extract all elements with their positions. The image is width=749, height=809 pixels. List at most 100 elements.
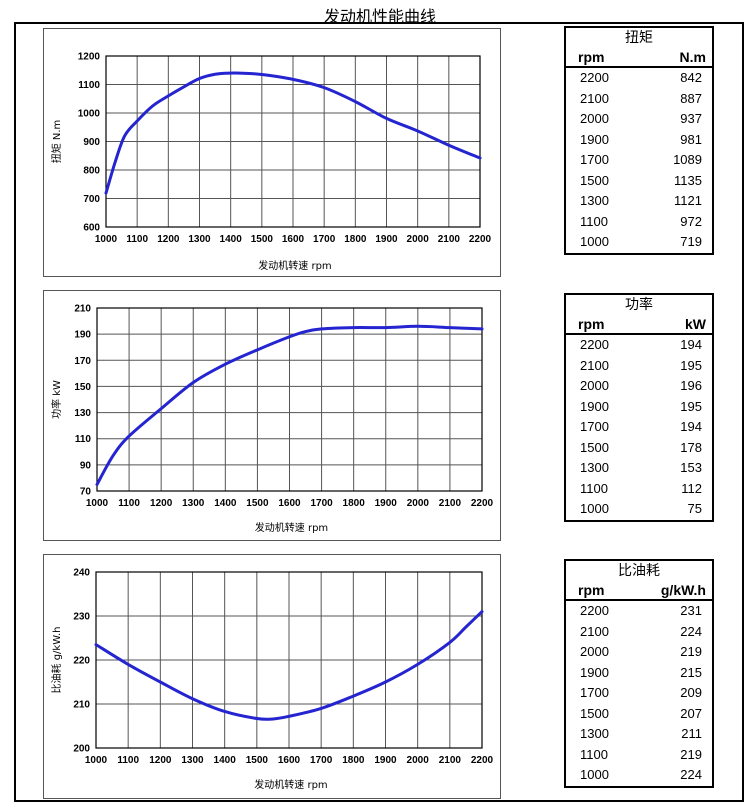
- x-tick-label: 1900: [375, 234, 398, 245]
- table-row: 2100 195: [566, 356, 712, 377]
- cell-rpm: 1100: [580, 746, 608, 762]
- plot-border: [96, 307, 483, 492]
- table-row: 2100 224: [566, 622, 712, 643]
- table-row: 2200 842: [566, 68, 712, 89]
- table-header: rpm kW: [566, 315, 712, 335]
- cell-value: 224: [680, 623, 702, 639]
- x-tick-label: 1300: [181, 755, 204, 766]
- table-row: 1000 719: [566, 232, 712, 253]
- table-row: 1300 211: [566, 724, 712, 745]
- cell-rpm: 2100: [580, 357, 609, 373]
- table-rows: 2200 231 2100 224 2000 219 1900 215 1700 209 1500 2…: [566, 601, 712, 786]
- fuel-consumption-chart: 1000 1100 1200 1300 1400 1500 1600 1700 1800 1900…: [43, 554, 501, 799]
- table-header: rpm g/kW.h: [566, 581, 712, 601]
- cell-rpm: 1000: [580, 767, 609, 782]
- cell-rpm: 2200: [580, 70, 609, 85]
- y-tick-label: 200: [73, 744, 90, 755]
- cell-rpm: 1300: [580, 726, 609, 741]
- cell-rpm: 1900: [580, 398, 609, 414]
- column-header-value: g/kW.h: [660, 582, 706, 598]
- x-tick-label: 1400: [220, 234, 243, 245]
- cell-rpm: 1300: [580, 460, 609, 475]
- y-tick-label: 240: [73, 568, 90, 579]
- cell-rpm: 1100: [580, 480, 608, 496]
- cell-value: 211: [681, 726, 702, 741]
- y-tick-label: 150: [74, 382, 91, 393]
- column-header-rpm: rpm: [578, 49, 605, 65]
- table-row: 2200 194: [566, 335, 712, 356]
- cell-rpm: 2000: [580, 111, 609, 126]
- x-tick-label: 1100: [118, 498, 140, 509]
- x-tick-label: 1100: [126, 234, 148, 245]
- table-row: 2200 231: [566, 601, 712, 622]
- x-tick-label: 1600: [278, 755, 301, 766]
- table-row: 2000 196: [566, 376, 712, 397]
- x-tick-label: 1500: [246, 498, 269, 509]
- x-tick-label: 1900: [374, 755, 397, 766]
- series-line: [95, 324, 484, 486]
- y-tick-label: 210: [74, 304, 91, 315]
- table-row: 2000 937: [566, 109, 712, 130]
- table-row: 1100 112: [566, 479, 712, 500]
- cell-value: 887: [680, 90, 702, 106]
- power-table: 功率 rpm kW 2200 194 2100 195 2000 196 1900 195 17…: [564, 293, 714, 522]
- y-tick-label: 130: [74, 408, 91, 419]
- fuel-consumption-table: 比油耗 rpm g/kW.h 2200 231 2100 224 2000 219 1900…: [564, 559, 714, 788]
- x-tick-label: 2000: [407, 755, 430, 766]
- x-tick-label: 1900: [375, 498, 398, 509]
- x-tick-label: 1400: [214, 755, 237, 766]
- torque-chart: 1000 1100 1200 1300 1400 1500 1600 1700 1800 1900…: [43, 28, 501, 277]
- table-title: 比油耗: [618, 563, 660, 579]
- power-chart: 1000 1100 1200 1300 1400 1500 1600 1700 1800 1900…: [43, 290, 501, 541]
- x-tick-label: 1800: [342, 755, 365, 766]
- cell-rpm: 1000: [580, 234, 609, 249]
- table-row: 1700 194: [566, 417, 712, 438]
- torque-table: 扭矩 rpm N.m 2200 842 2100 887 2000 937 1900 981 1…: [564, 26, 714, 255]
- x-tick-label: 2100: [439, 755, 462, 766]
- x-tick-label: 1200: [157, 234, 180, 245]
- cell-value: 1089: [673, 152, 702, 167]
- table-row: 1700 1089: [566, 150, 712, 171]
- cell-value: 196: [680, 378, 702, 393]
- table-row: 1500 207: [566, 704, 712, 725]
- x-tick-label: 2200: [471, 498, 494, 509]
- table-title: 功率: [625, 297, 653, 313]
- x-tick-label: 2000: [407, 498, 430, 509]
- table-row: 1100 972: [566, 212, 712, 233]
- table-row: 1300 153: [566, 458, 712, 479]
- cell-value: 194: [680, 337, 702, 352]
- outer-frame: [14, 22, 744, 802]
- x-tick-label: 2000: [407, 234, 430, 245]
- series-line: [94, 610, 484, 721]
- y-tick-label: 190: [74, 330, 91, 341]
- cell-value: 224: [680, 767, 702, 782]
- y-tick-label: 90: [80, 460, 92, 471]
- table-row: 1500 178: [566, 438, 712, 459]
- cell-value: 195: [680, 398, 702, 414]
- cell-rpm: 1500: [580, 439, 609, 455]
- cell-value: 75: [687, 501, 702, 516]
- power-chart-svg: 1000 1100 1200 1300 1400 1500 1600 1700 1800 1900…: [50, 304, 494, 535]
- plot-border: [105, 55, 481, 228]
- cell-value: 194: [680, 419, 702, 434]
- y-tick-label: 900: [83, 137, 100, 148]
- cell-rpm: 2000: [580, 644, 609, 659]
- x-tick-label: 1800: [343, 498, 366, 509]
- column-header-value: N.m: [679, 49, 706, 65]
- y-tick-label: 1200: [78, 52, 101, 63]
- table-row: 1300 1121: [566, 191, 712, 212]
- cell-rpm: 1900: [580, 131, 609, 147]
- table-row: 1700 209: [566, 683, 712, 704]
- cell-rpm: 2100: [580, 90, 609, 106]
- table-row: 1500 1135: [566, 171, 712, 192]
- table-row: 1900 195: [566, 397, 712, 418]
- y-tick-label: 1100: [78, 80, 100, 91]
- x-axis-label: 发动机转速 rpm: [255, 521, 328, 534]
- x-tick-label: 1200: [149, 755, 172, 766]
- cell-rpm: 1100: [580, 213, 608, 229]
- cell-value: 972: [680, 213, 702, 229]
- x-tick-label: 2200: [471, 755, 494, 766]
- x-tick-label: 1300: [182, 498, 205, 509]
- cell-rpm: 1000: [580, 501, 609, 516]
- x-tick-label: 1600: [282, 234, 305, 245]
